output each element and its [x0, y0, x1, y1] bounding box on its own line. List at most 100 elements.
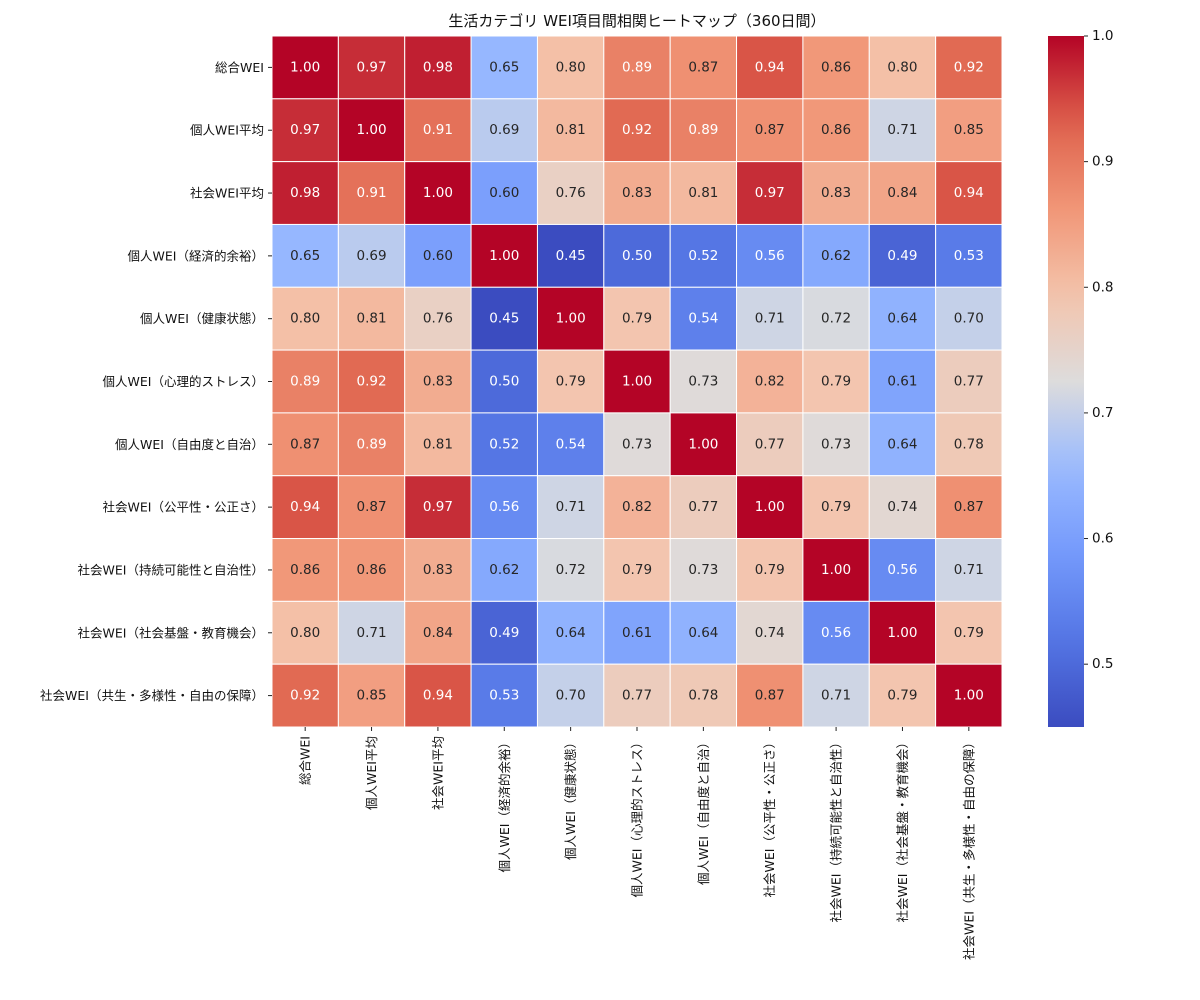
colorbar-tick-label: 0.6: [1092, 531, 1113, 547]
cell-value-label: 0.87: [755, 122, 785, 138]
cell-value-label: 0.69: [357, 248, 387, 264]
column-label: 個人WEI（経済的余裕）: [497, 736, 512, 872]
heatmap-cell: [271, 538, 339, 602]
cell-value-label: 0.81: [688, 185, 718, 201]
cell-value-label: 0.77: [622, 688, 652, 704]
cell-value-label: 0.50: [622, 248, 652, 264]
heatmap-cell: [470, 349, 538, 414]
cell-value-label: 0.71: [755, 311, 785, 327]
heatmap-cell: [603, 286, 671, 351]
column-label: 個人WEI平均: [364, 736, 379, 810]
cell-value-label: 0.45: [489, 311, 519, 327]
heatmap-cell: [271, 98, 339, 163]
heatmap-cell: [868, 35, 937, 100]
row-label: 個人WEI（心理的ストレス）: [103, 374, 264, 389]
colorbar-tick-label: 0.5: [1092, 656, 1113, 672]
cell-value-label: 0.64: [887, 311, 917, 327]
heatmap-cell: [271, 600, 339, 665]
cell-value-label: 0.79: [887, 688, 917, 704]
cell-value-label: 1.00: [622, 374, 652, 390]
heatmap-cell: [404, 98, 472, 163]
cell-value-label: 0.81: [556, 122, 586, 138]
heatmap-cell: [271, 412, 339, 477]
heatmap-cell: [736, 35, 804, 100]
cell-value-label: 0.92: [622, 122, 652, 138]
cell-value-label: 0.92: [954, 59, 984, 75]
heatmap-cell: [802, 286, 870, 351]
cell-value-label: 0.76: [423, 311, 453, 327]
cell-value-label: 0.79: [622, 562, 652, 578]
heatmap-cell: [935, 223, 1003, 288]
colorbar: 0.5 0.6 0.7 0.8 0.9 1.0: [1048, 28, 1113, 727]
heatmap-cell: [935, 538, 1003, 602]
cell-value-label: 0.60: [423, 248, 453, 264]
cell-value-label: 0.78: [954, 436, 984, 452]
heatmap-cell: [603, 161, 671, 225]
cell-value-label: 0.94: [755, 59, 785, 75]
heatmap-cell: [603, 35, 671, 100]
cell-value-label: 0.53: [489, 688, 519, 704]
heatmap-cell: [802, 663, 870, 728]
heatmap-cell: [802, 161, 870, 225]
heatmap-cell: [736, 600, 804, 665]
cell-value-label: 1.00: [755, 499, 785, 515]
cell-value-label: 0.70: [954, 311, 984, 327]
heatmap-cell: [736, 538, 804, 602]
column-label: 社会WEI平均: [430, 736, 445, 810]
heatmap-cell: [404, 538, 472, 602]
cell-value-label: 1.00: [357, 122, 387, 138]
heatmap-cell: [935, 475, 1003, 540]
cell-value-label: 0.98: [423, 59, 453, 75]
heatmap-cell: [470, 600, 538, 665]
cell-value-label: 1.00: [887, 625, 917, 641]
cell-value-label: 0.71: [954, 562, 984, 578]
column-label: 個人WEI（健康状態）: [563, 736, 578, 860]
row-label: 個人WEI平均: [190, 123, 264, 138]
cell-value-label: 1.00: [423, 185, 453, 201]
heatmap-cell: [802, 349, 870, 414]
heatmap-cell: [868, 538, 937, 602]
heatmap-cell: [536, 663, 605, 728]
cell-value-label: 0.78: [688, 688, 718, 704]
cell-value-label: 0.86: [821, 122, 851, 138]
heatmap-cell: [868, 475, 937, 540]
cell-value-label: 0.73: [688, 562, 718, 578]
cell-value-label: 0.65: [290, 248, 320, 264]
heatmap-cell: [935, 98, 1003, 163]
colorbar-tick-label: 0.9: [1092, 154, 1113, 170]
cell-value-label: 0.79: [622, 311, 652, 327]
heatmap-cell: [669, 412, 738, 477]
cell-value-label: 0.62: [489, 562, 519, 578]
cell-value-label: 1.00: [489, 248, 519, 264]
heatmap-cell: [470, 412, 538, 477]
cell-value-label: 0.82: [755, 374, 785, 390]
cell-value-label: 0.79: [821, 374, 851, 390]
cell-value-label: 0.94: [290, 499, 320, 515]
cell-value-label: 0.60: [489, 185, 519, 201]
heatmap-cell: [802, 538, 870, 602]
heatmap-cell: [603, 98, 671, 163]
heatmap-cell: [337, 663, 406, 728]
cell-value-label: 0.98: [290, 185, 320, 201]
heatmap-cell: [603, 475, 671, 540]
cell-value-label: 0.53: [954, 248, 984, 264]
heatmap-cell: [736, 412, 804, 477]
cell-value-label: 0.56: [489, 499, 519, 515]
cell-value-label: 0.83: [423, 374, 453, 390]
cell-value-label: 0.62: [821, 248, 851, 264]
heatmap-cell: [802, 412, 870, 477]
heatmap-cell: [603, 412, 671, 477]
cell-value-label: 0.89: [622, 59, 652, 75]
cell-value-label: 0.87: [357, 499, 387, 515]
heatmap-cell: [337, 475, 406, 540]
row-label: 総合WEI: [215, 60, 264, 75]
cell-value-label: 0.77: [954, 374, 984, 390]
cell-value-label: 0.65: [489, 59, 519, 75]
cell-value-label: 0.73: [622, 436, 652, 452]
heatmap-cell: [271, 349, 339, 414]
heatmap-cell: [404, 286, 472, 351]
cell-value-label: 0.87: [755, 688, 785, 704]
cell-value-label: 0.80: [556, 59, 586, 75]
heatmap-cell: [935, 349, 1003, 414]
